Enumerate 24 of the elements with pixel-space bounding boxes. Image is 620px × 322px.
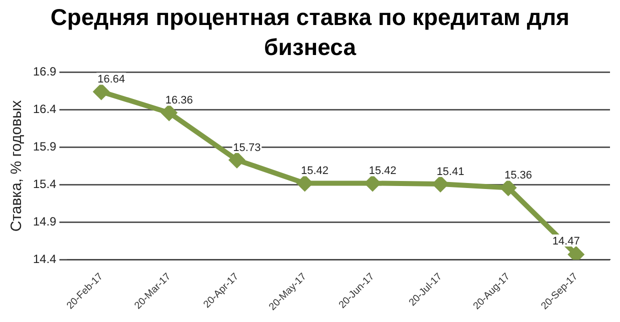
data-label: 15.36 — [504, 170, 532, 182]
data-label: 16.36 — [165, 94, 193, 107]
y-axis-title: Ставка, % годовых — [8, 100, 26, 232]
data-label: 15.42 — [368, 165, 396, 178]
y-tick-label: 16.4 — [32, 102, 57, 116]
point — [229, 152, 244, 168]
point — [297, 176, 312, 191]
y-tick-label: 15.9 — [32, 140, 57, 154]
data-label: 15.42 — [300, 165, 329, 178]
point — [432, 176, 448, 192]
data-label: 15.73 — [233, 142, 261, 154]
point — [162, 105, 177, 120]
data-label: 15.41 — [436, 166, 464, 178]
point — [365, 176, 380, 191]
chart-title: Средняя процентная ставка по кредитам для бизнеса — [50, 3, 570, 62]
data-label: 14.47 — [552, 235, 580, 248]
point — [94, 84, 109, 100]
y-tick-label: 16.9 — [32, 64, 57, 79]
y-tick-label: 14.9 — [32, 214, 57, 229]
y-tick-label: 15.4 — [32, 177, 57, 192]
point — [568, 246, 584, 260]
y-tick-label: 14.4 — [32, 252, 57, 266]
point — [500, 180, 516, 196]
data-label: 16.64 — [98, 74, 126, 86]
